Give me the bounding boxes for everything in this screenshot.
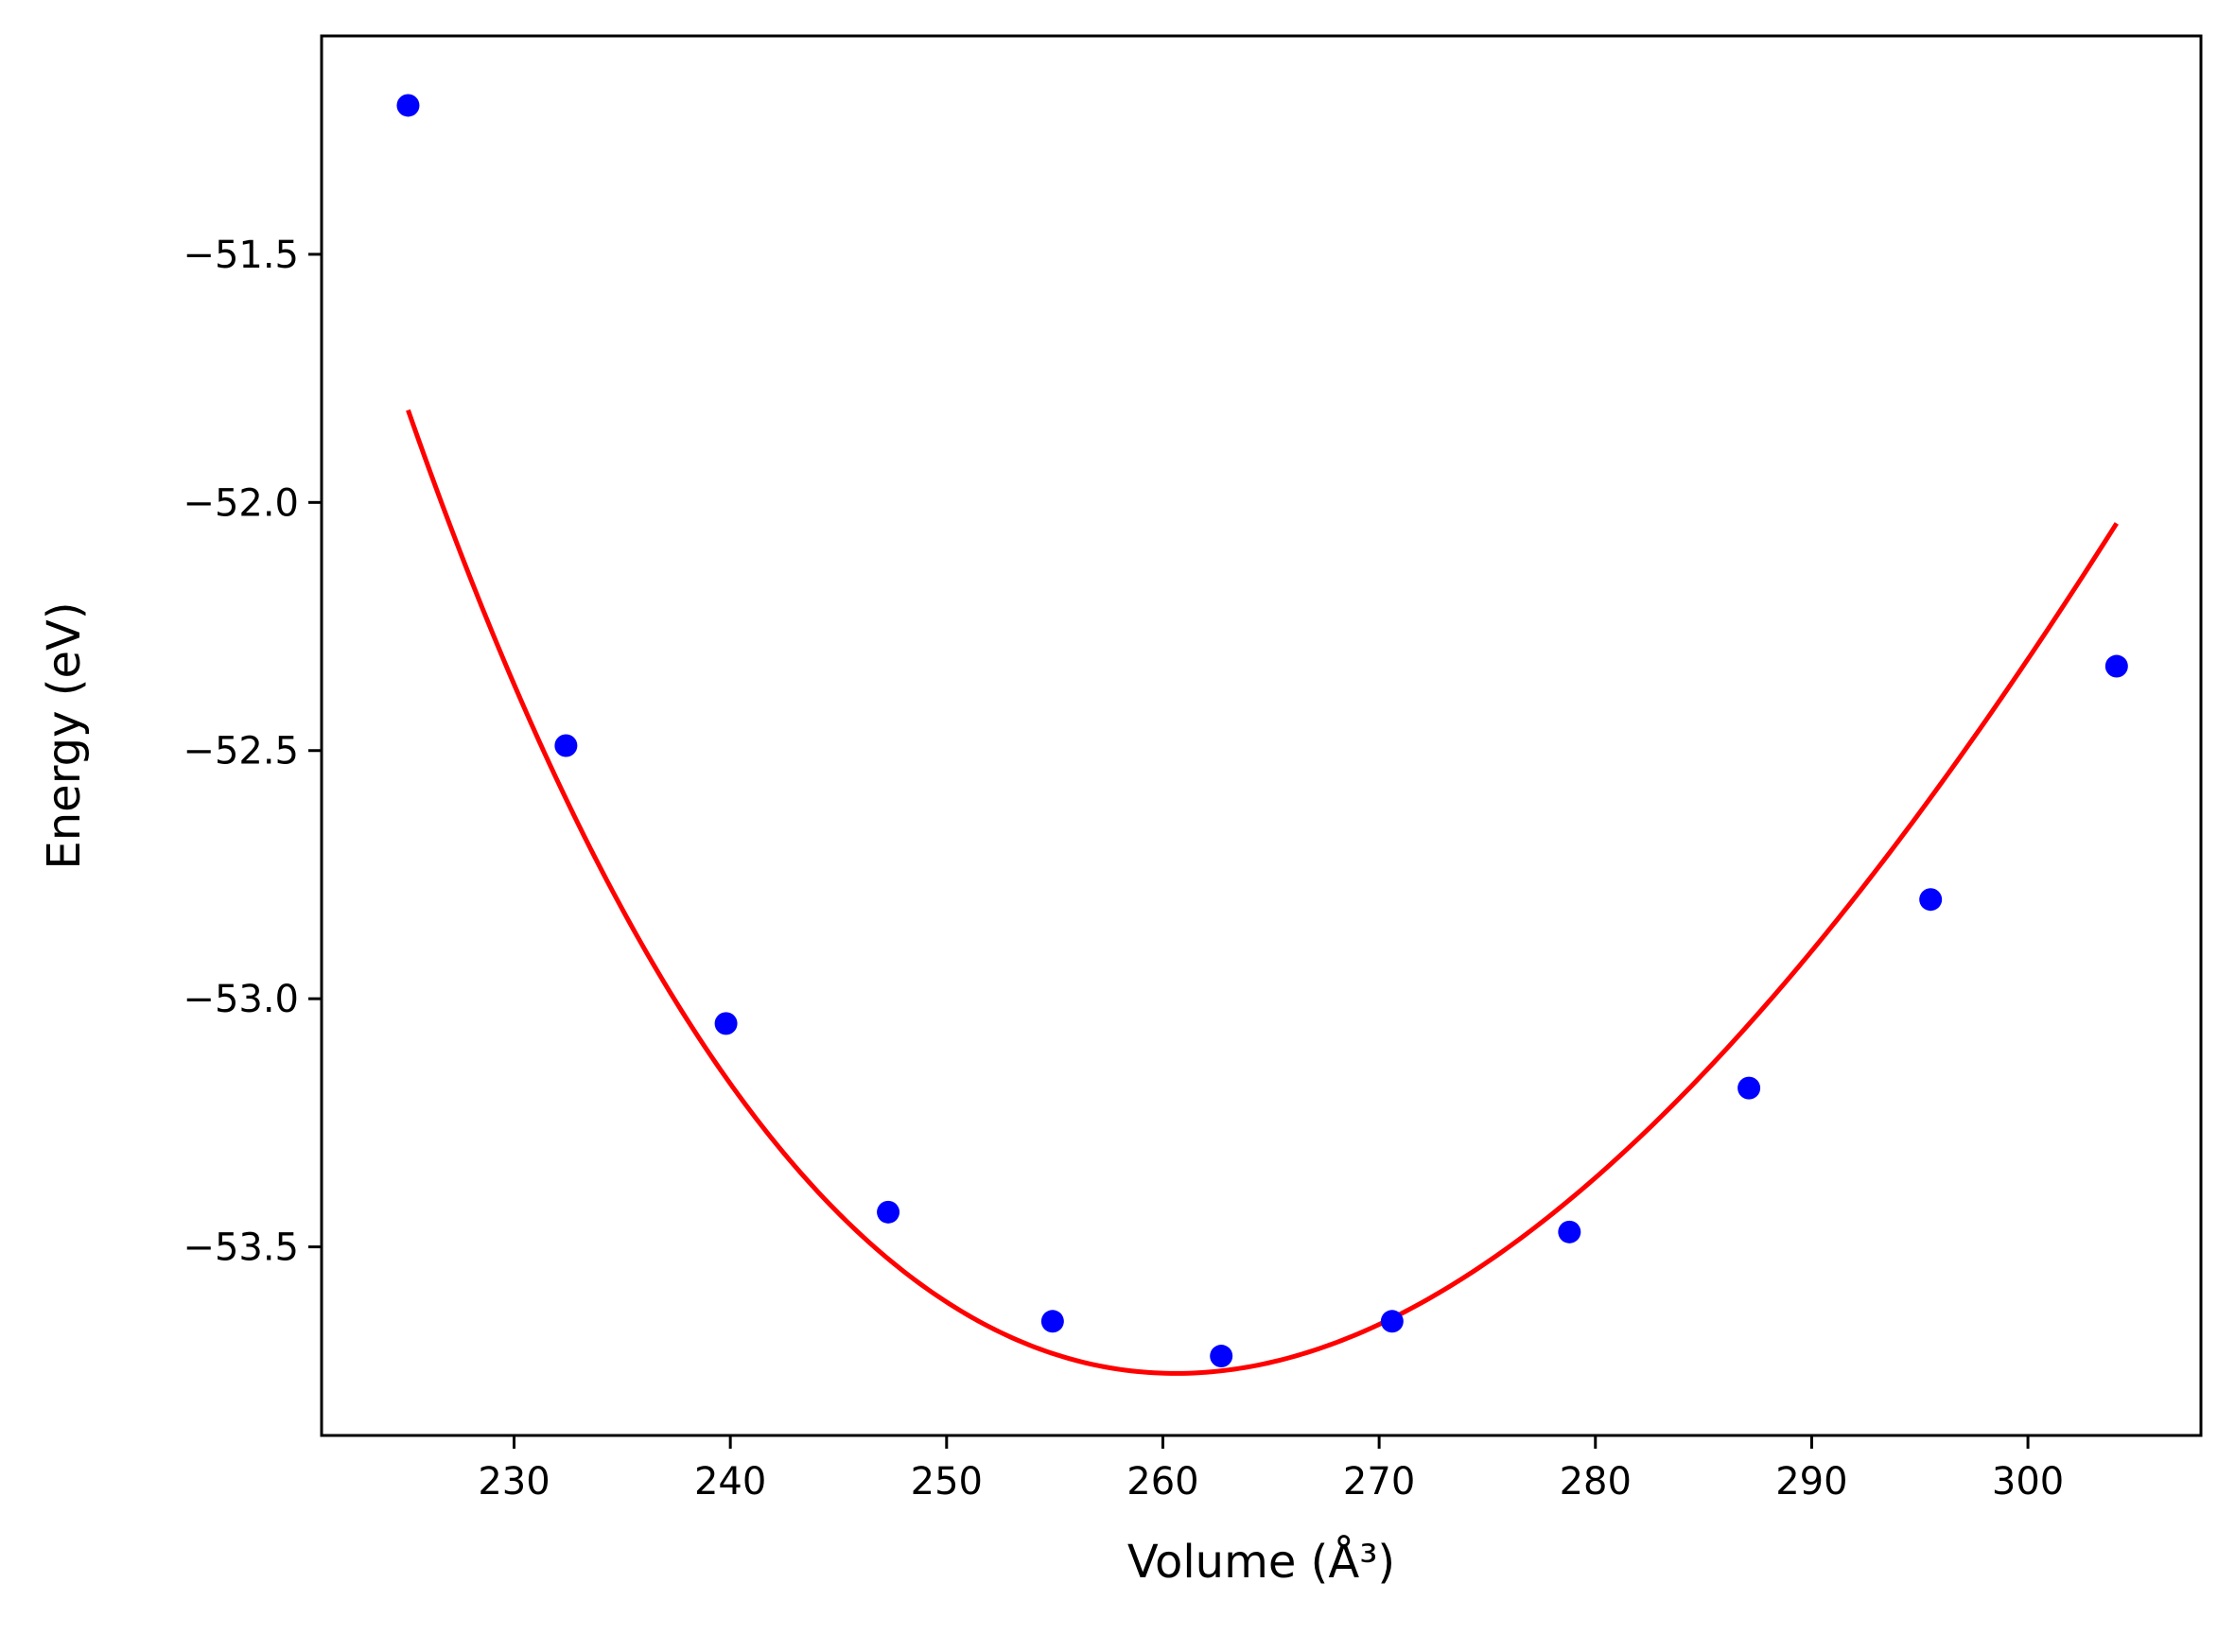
data-point [1919,888,1943,912]
data-point [1737,1076,1761,1100]
x-tick-label: 290 [1775,1460,1847,1504]
x-tick-label: 230 [478,1460,550,1504]
y-tick-label: −53.0 [183,978,299,1021]
y-tick-label: −52.5 [183,730,299,774]
y-tick-label: −51.5 [183,234,299,277]
x-tick-label: 270 [1343,1460,1415,1504]
axes-frame [320,34,2203,1437]
data-point [554,734,578,757]
y-axis-label: Energy (eV) [38,601,91,869]
x-tick-label: 250 [911,1460,983,1504]
x-axis-label: Volume (Å³) [1127,1535,1395,1589]
data-point [1210,1345,1233,1368]
y-axis-ticks: −51.5 −52.0 −52.5 −53.0 −53.5 [183,234,322,1270]
x-axis-ticks: 230 240 250 260 270 280 290 300 [478,1435,2064,1504]
data-point [877,1200,900,1224]
y-tick-label: −52.0 [183,481,299,525]
x-tick-label: 280 [1560,1460,1632,1504]
plot-layer [396,94,2128,1376]
x-tick-label: 260 [1126,1460,1198,1504]
x-tick-label: 300 [1992,1460,2064,1504]
data-point [2104,654,2128,678]
x-tick-label: 240 [694,1460,766,1504]
fit-curve [406,409,2119,1376]
data-point [1380,1310,1404,1333]
y-tick-label: −53.5 [183,1226,299,1270]
data-point [1040,1310,1064,1333]
data-point [714,1012,738,1035]
data-point [396,94,420,117]
data-point [1558,1220,1581,1243]
